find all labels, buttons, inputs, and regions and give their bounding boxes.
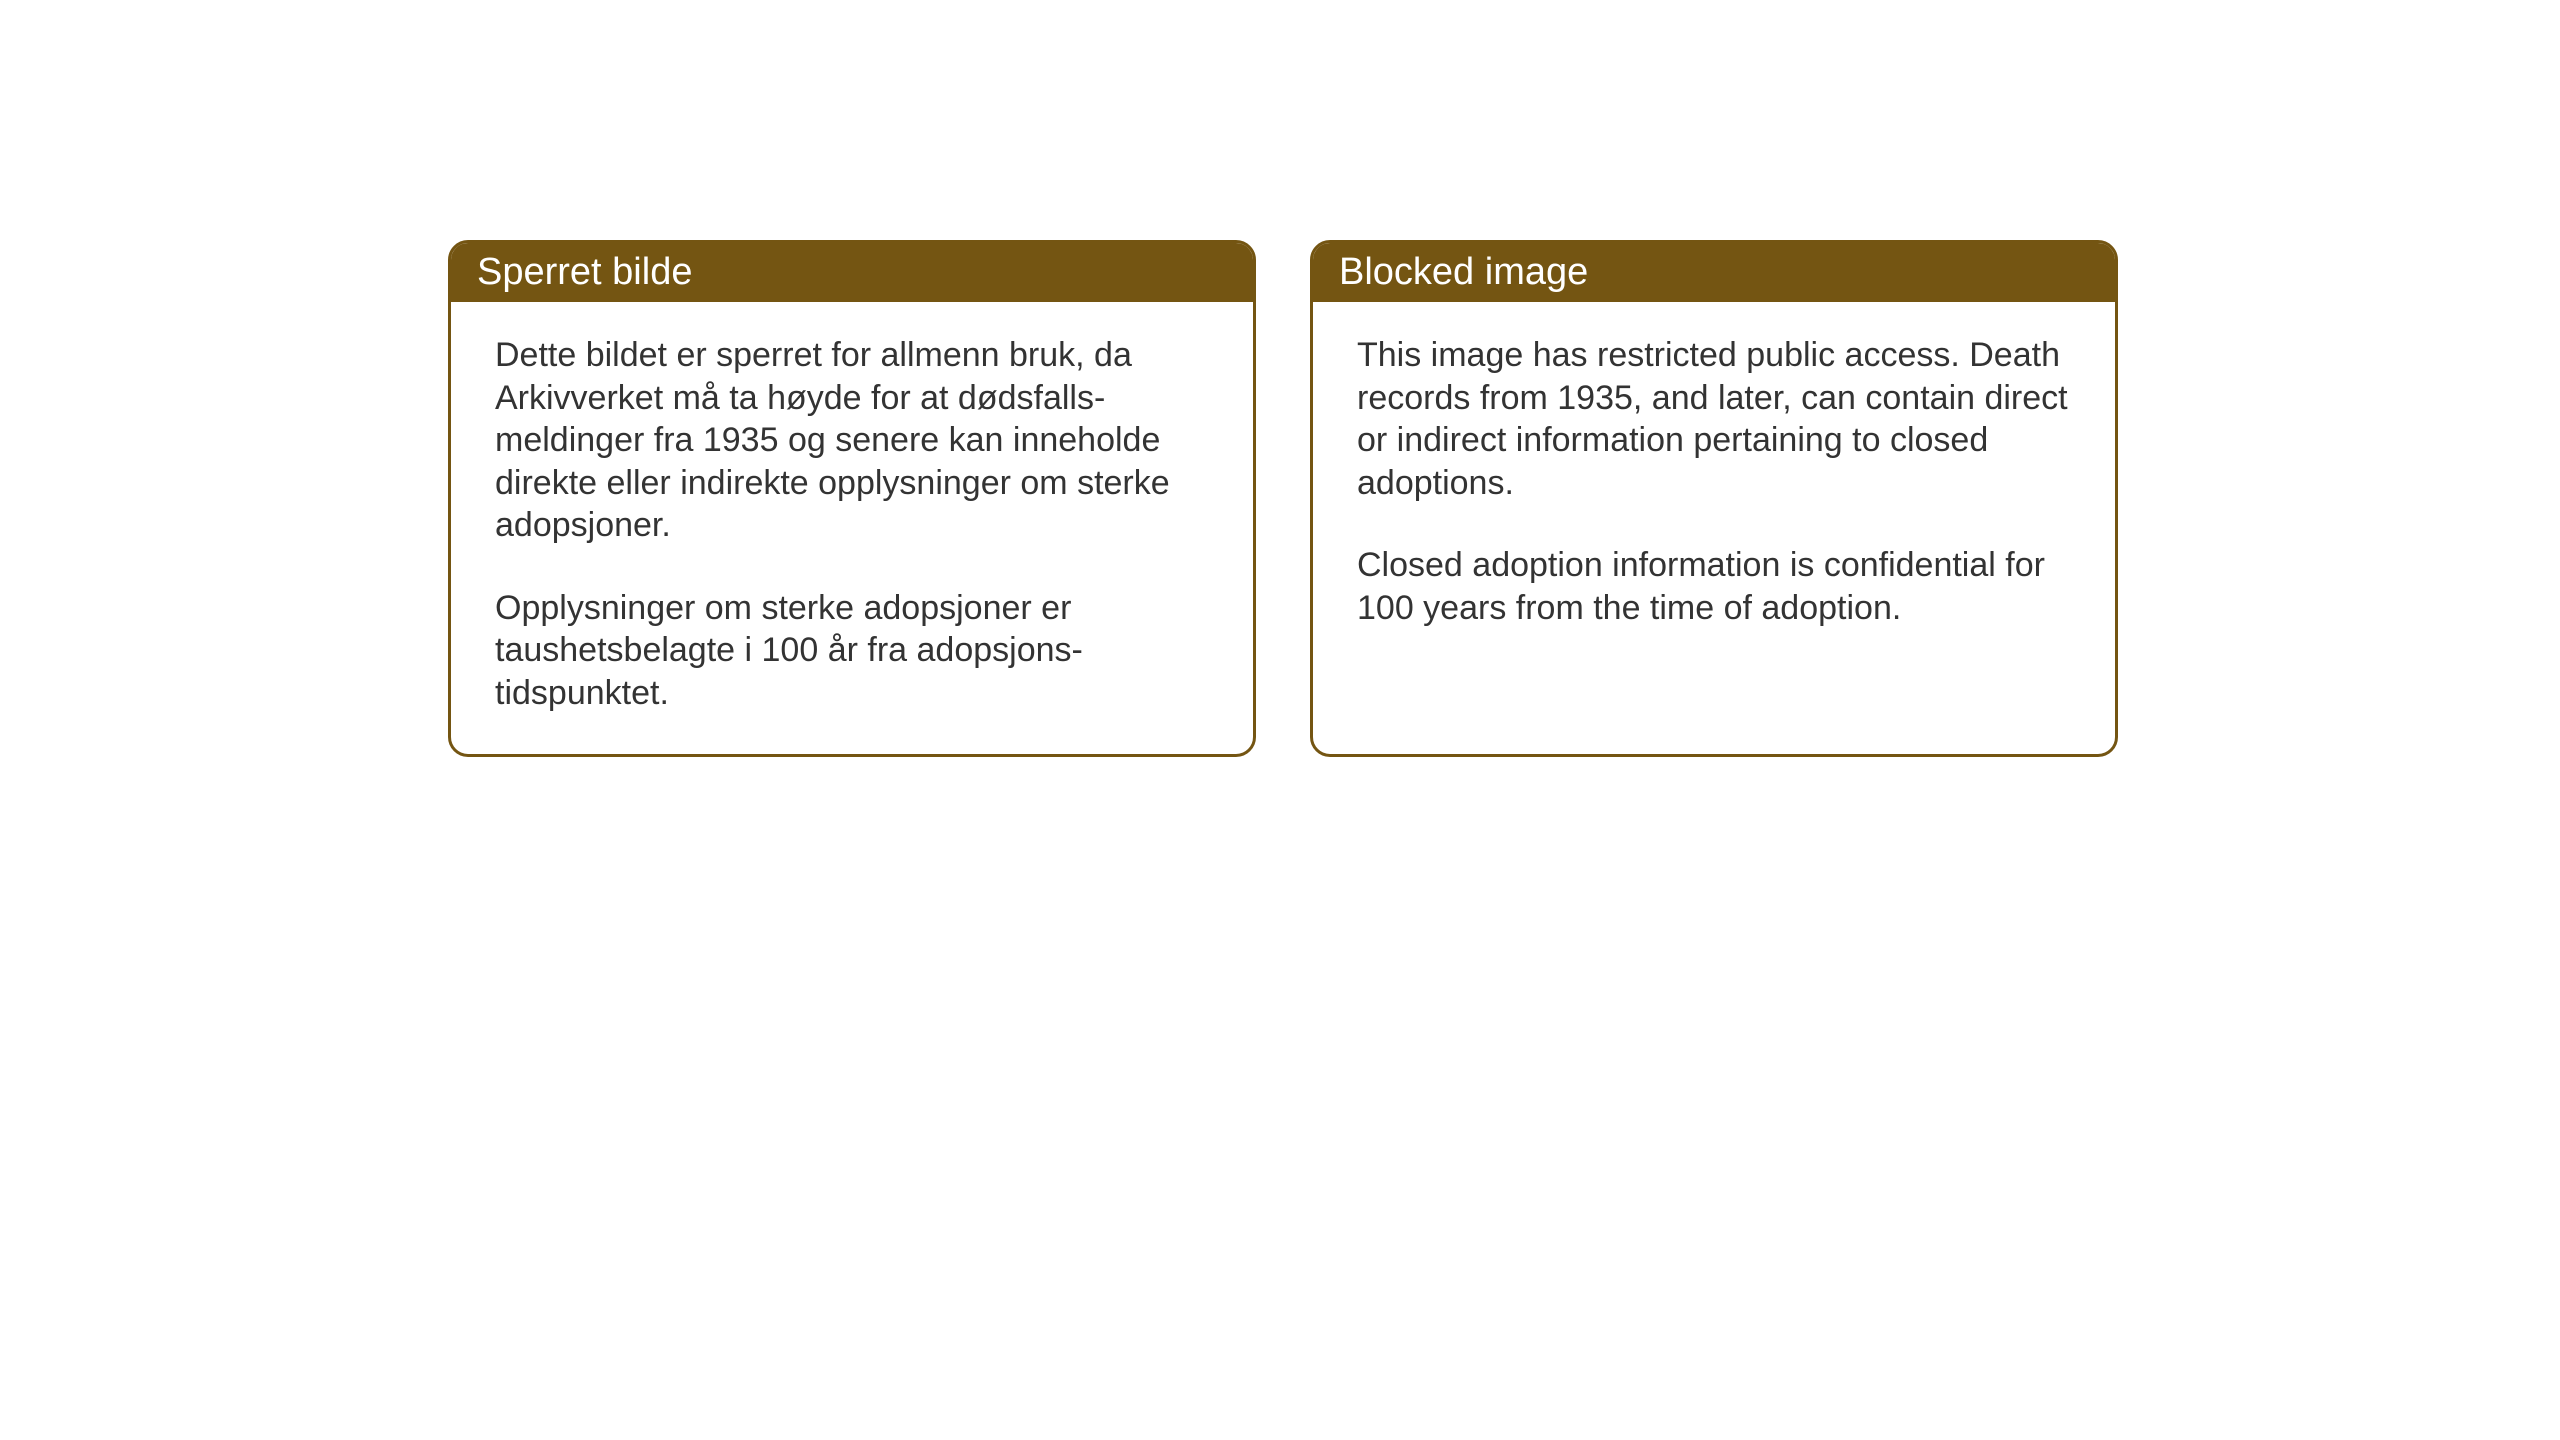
card-header-norwegian: Sperret bilde	[451, 243, 1253, 302]
card-title-english: Blocked image	[1339, 251, 1588, 293]
card-body-english: This image has restricted public access.…	[1313, 302, 2115, 669]
card-paragraph1-norwegian: Dette bildet er sperret for allmenn bruk…	[495, 334, 1209, 547]
card-title-norwegian: Sperret bilde	[477, 251, 692, 293]
card-english: Blocked image This image has restricted …	[1310, 240, 2118, 757]
card-paragraph2-english: Closed adoption information is confident…	[1357, 544, 2071, 629]
card-norwegian: Sperret bilde Dette bildet er sperret fo…	[448, 240, 1256, 757]
card-body-norwegian: Dette bildet er sperret for allmenn bruk…	[451, 302, 1253, 754]
card-header-english: Blocked image	[1313, 243, 2115, 302]
card-paragraph1-english: This image has restricted public access.…	[1357, 334, 2071, 504]
cards-container: Sperret bilde Dette bildet er sperret fo…	[0, 0, 2560, 757]
card-paragraph2-norwegian: Opplysninger om sterke adopsjoner er tau…	[495, 587, 1209, 715]
